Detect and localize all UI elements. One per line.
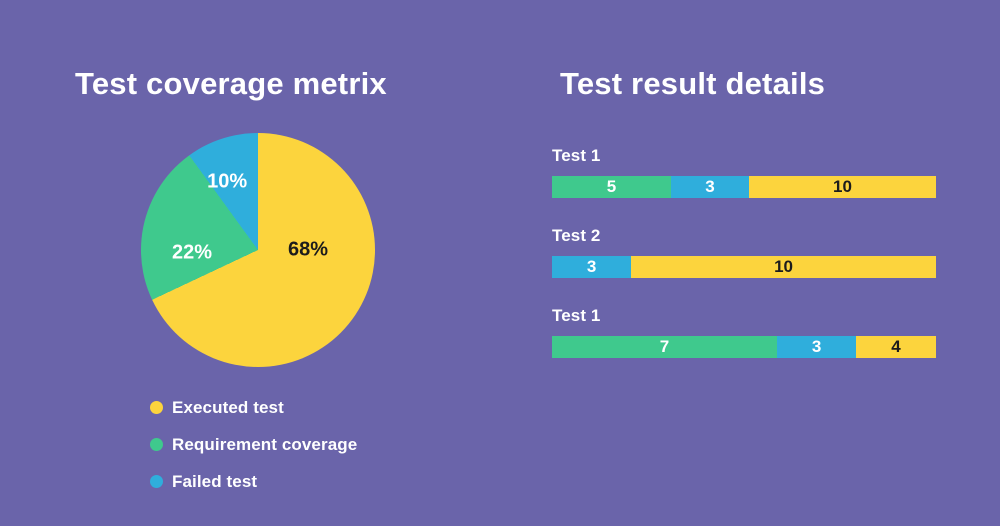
bar-segment-yellow: 4 bbox=[856, 336, 936, 358]
legend-label: Failed test bbox=[172, 471, 258, 491]
bar-row-label: Test 1 bbox=[552, 306, 601, 325]
legend-swatch-green-icon bbox=[150, 438, 163, 451]
legend-item-executed-test: Executed test bbox=[150, 395, 357, 420]
bar-row-label: Test 2 bbox=[552, 226, 601, 245]
pie-chart: 68% 22% 10% bbox=[141, 133, 375, 367]
stacked-bar: 5 3 10 bbox=[552, 176, 936, 198]
bar-row: Test 2 3 10 bbox=[552, 226, 936, 278]
bar-segment-blue: 3 bbox=[552, 256, 632, 278]
legend-swatch-blue-icon bbox=[150, 475, 163, 488]
bar-segment-blue: 3 bbox=[671, 176, 749, 198]
bar-row: Test 1 5 3 10 bbox=[552, 146, 936, 198]
pie-slice-label-failed-test: 10% bbox=[207, 170, 248, 193]
pie-legend: Executed test Requirement coverage Faile… bbox=[150, 395, 357, 506]
legend-item-requirement-coverage: Requirement coverage bbox=[150, 432, 357, 457]
bar-segment-green: 7 bbox=[552, 336, 778, 358]
legend-label: Executed test bbox=[172, 397, 284, 417]
legend-label: Requirement coverage bbox=[172, 434, 358, 454]
pie-chart-title: Test coverage metrix bbox=[75, 65, 387, 101]
pie-slice-label-requirement-coverage: 22% bbox=[171, 241, 213, 264]
bar-segment-yellow: 10 bbox=[748, 176, 936, 198]
stacked-bar: 3 10 bbox=[552, 256, 936, 278]
pie-slice-label-executed-test: 68% bbox=[288, 238, 329, 261]
bar-segment-yellow: 10 bbox=[631, 256, 936, 278]
bar-segment-green: 5 bbox=[552, 176, 672, 198]
bar-chart-title: Test result details bbox=[560, 65, 826, 101]
bar-segment-blue: 3 bbox=[777, 336, 857, 358]
bar-row-label: Test 1 bbox=[552, 146, 601, 165]
legend-swatch-yellow-icon bbox=[150, 401, 163, 414]
legend-item-failed-test: Failed test bbox=[150, 469, 357, 494]
